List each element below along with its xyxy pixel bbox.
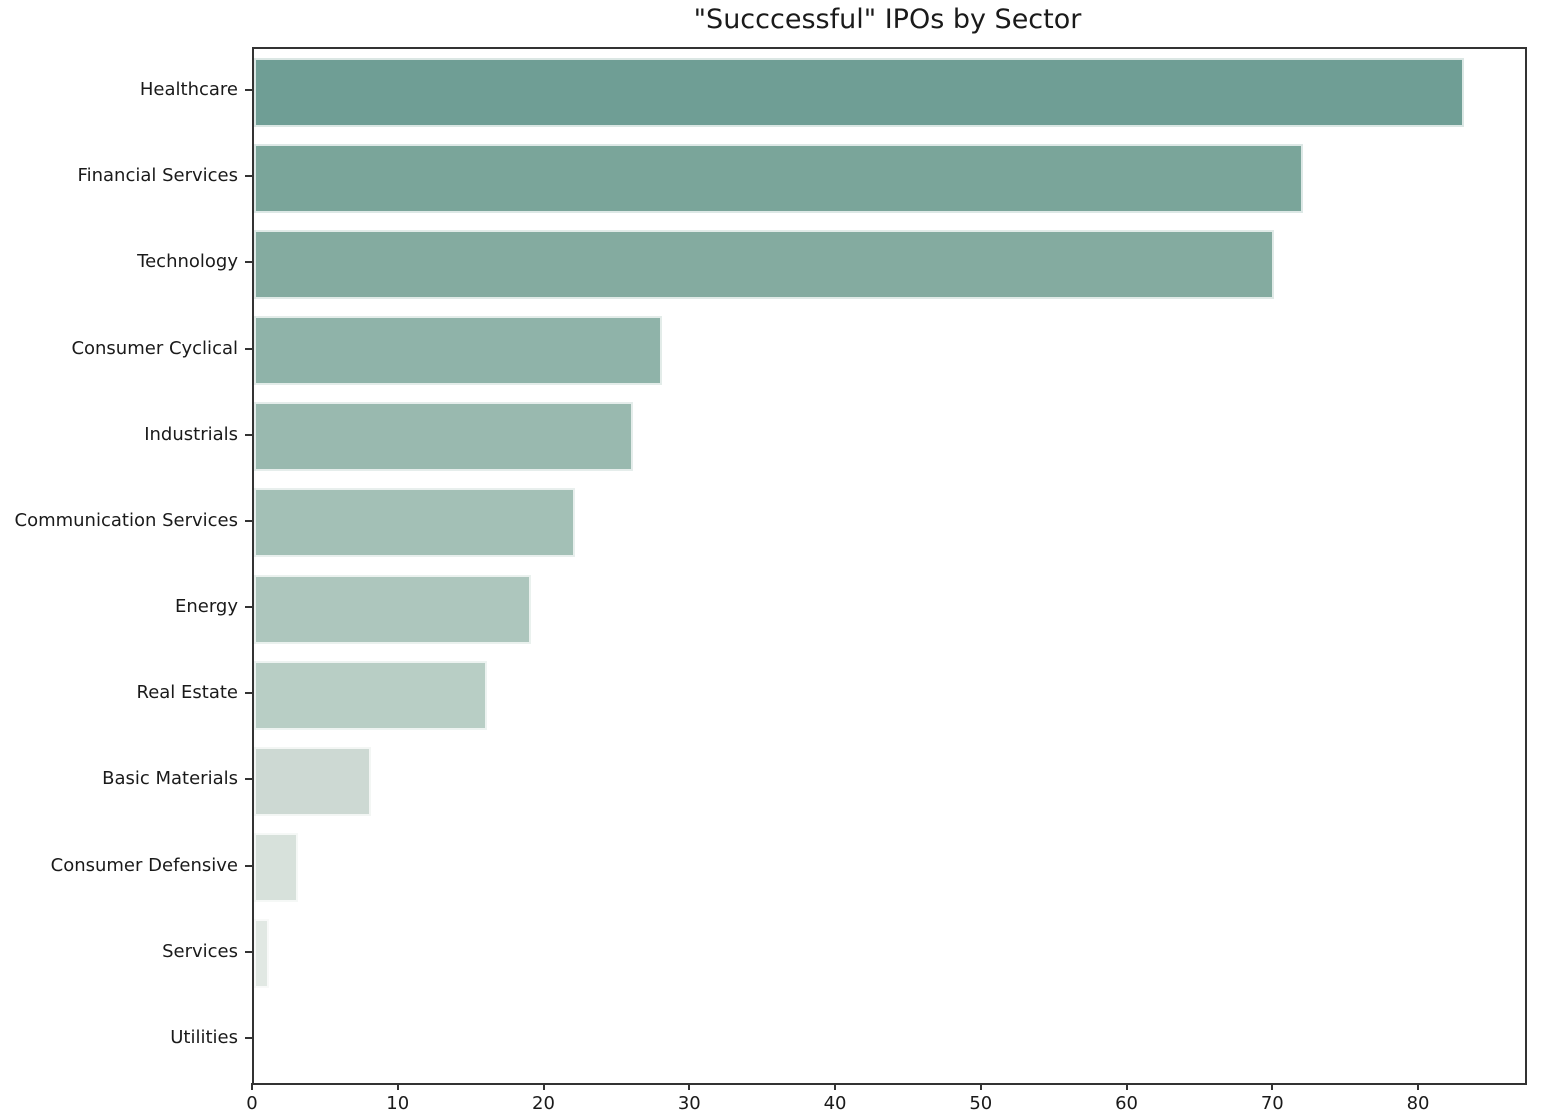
x-axis-tick [979,1083,982,1090]
y-axis-category-label: Consumer Cyclical [71,337,238,359]
bar [254,660,488,730]
y-axis-category-label: Services [162,940,238,962]
bar [254,402,633,472]
plot-area [252,47,1527,1085]
y-axis-tick [245,261,252,264]
y-axis-category-label: Technology [137,251,238,273]
x-axis-tick-label: 10 [386,1093,410,1114]
x-axis-tick-label: 20 [532,1093,555,1114]
x-axis-tick [834,1083,837,1090]
y-axis-tick [245,606,252,609]
bar [254,488,575,558]
x-axis-tick [542,1083,545,1090]
x-axis-tick-label: 80 [1406,1093,1430,1114]
bar [254,574,531,644]
x-axis-tick [1417,1083,1420,1090]
y-axis-category-label: Consumer Defensive [50,854,238,876]
y-axis-tick [245,1036,252,1039]
y-axis-category-label: Basic Materials [102,768,238,790]
y-axis-tick [245,864,252,867]
bar [254,919,269,989]
y-axis-category-label: Communication Services [14,509,239,531]
x-axis-tick [396,1083,399,1090]
y-axis-tick [245,950,252,953]
y-axis-tick [245,89,252,92]
bar [254,143,1304,213]
bar [254,229,1275,299]
y-axis-tick [245,778,252,781]
y-axis-tick [245,519,252,522]
x-axis-tick-label: 0 [246,1093,258,1114]
x-axis-tick-label: 30 [677,1093,701,1114]
y-axis-category-label: Utilities [170,1026,238,1048]
bar [254,833,298,903]
x-axis-tick-label: 70 [1260,1093,1284,1114]
y-axis-category-label: Real Estate [136,682,239,704]
y-axis-category-label: Industrials [144,423,238,445]
y-axis-category-label: Financial Services [77,165,238,187]
y-axis-tick [245,175,252,178]
bar [254,316,663,386]
x-axis-tick-label: 40 [823,1093,847,1114]
x-axis-tick [1125,1083,1128,1090]
y-axis-tick [245,433,252,436]
chart-title: "Succcessful" IPOs by Sector [693,4,1082,35]
x-axis-tick-label: 60 [1115,1093,1138,1114]
y-axis-tick [245,347,252,350]
x-axis-tick [688,1083,691,1090]
y-axis-tick [245,692,252,695]
y-axis-category-label: Energy [174,596,238,618]
bar [254,746,371,816]
x-axis-tick-label: 50 [969,1093,993,1114]
x-axis-tick [1271,1083,1274,1090]
x-axis-tick [251,1083,253,1090]
bar [254,57,1464,127]
y-axis-category-label: Healthcare [139,79,238,101]
